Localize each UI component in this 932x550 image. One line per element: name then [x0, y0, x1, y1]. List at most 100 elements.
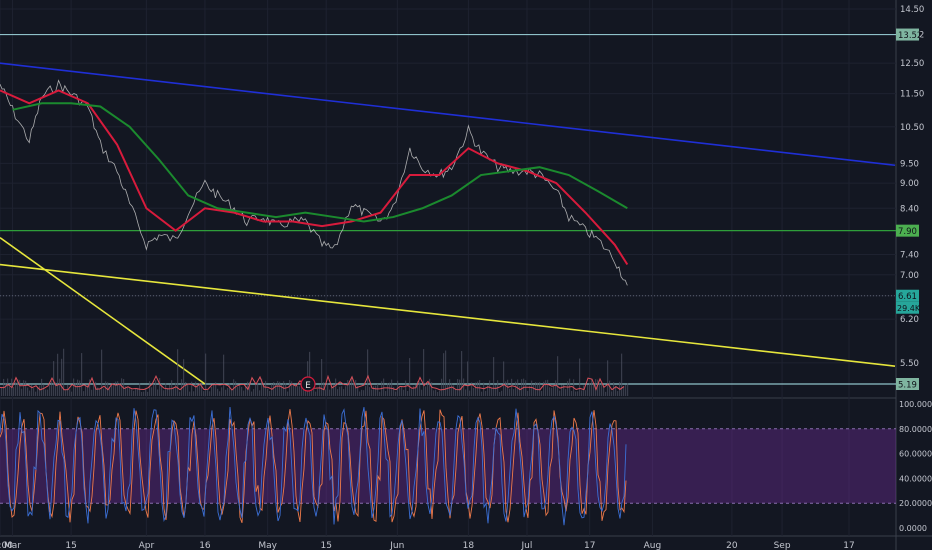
price-tick-label[interactable]: 5.50	[900, 359, 919, 369]
volume-bar	[45, 389, 47, 396]
price-badge-label[interactable]: 6.61	[898, 292, 917, 302]
time-tick-label[interactable]: 17	[584, 541, 595, 550]
volume-bar	[371, 389, 373, 396]
trendline[interactable]	[0, 263, 896, 367]
price-tick-label[interactable]: 14.50	[900, 5, 924, 15]
volume-bar	[7, 378, 9, 396]
volume-bar	[261, 378, 263, 396]
volume-bar	[5, 382, 7, 396]
volume-bar	[91, 389, 93, 396]
price-tick-label[interactable]: 11.50	[900, 90, 924, 100]
price-badge-label[interactable]: 7.90	[898, 227, 917, 237]
price-tick-label[interactable]: 9.50	[900, 159, 919, 169]
volume-bar	[155, 380, 157, 396]
volume-bar	[539, 382, 541, 396]
volume-bar	[481, 391, 483, 396]
volume-bar	[63, 348, 65, 396]
volume-bar	[515, 381, 517, 396]
volume-bar	[203, 391, 205, 396]
price-badge[interactable]	[896, 28, 919, 41]
volume-bar	[495, 384, 497, 396]
volume-bar	[277, 380, 279, 396]
volume-bar	[31, 384, 33, 396]
volume-bar	[553, 385, 555, 396]
volume-bar	[39, 385, 41, 396]
time-tick-label[interactable]: 15	[320, 541, 331, 550]
volume-bar	[225, 389, 227, 396]
volume-bar	[425, 386, 427, 396]
volume-bar	[341, 386, 343, 396]
trendline[interactable]	[0, 62, 896, 167]
volume-bar	[73, 378, 75, 396]
oscillator-tick-label[interactable]: 20.0000	[899, 499, 932, 508]
earnings-marker[interactable]: E	[300, 376, 316, 392]
volume-badge-label[interactable]: 29.4K	[897, 304, 921, 313]
price-tick-label[interactable]: 10.50	[900, 123, 924, 133]
oscillator-tick-label[interactable]: 40.0000	[899, 474, 932, 483]
price-tick-label[interactable]: 8.40	[900, 204, 919, 214]
volume-bar	[115, 381, 117, 396]
time-tick-label[interactable]: 18	[463, 541, 475, 550]
price-badge-label[interactable]: 5.19	[898, 381, 917, 391]
price-tick-label[interactable]: 12.50	[900, 59, 924, 69]
price-badge[interactable]	[896, 289, 919, 302]
price-axis[interactable]: 14.50 13.52 12.50 11.50 10.50 9.50 9.00 8.40 7.9…	[896, 5, 932, 533]
price-badge[interactable]	[896, 224, 919, 237]
trendlines[interactable]	[0, 62, 896, 385]
price-tick-label[interactable]: 9.00	[900, 179, 919, 189]
time-tick-label[interactable]: 17	[843, 541, 854, 550]
volume-bar	[625, 384, 627, 396]
time-tick-label[interactable]: 15	[65, 541, 76, 550]
oscillator-pane	[0, 406, 896, 526]
volume-bar	[585, 390, 587, 396]
volume-bar	[77, 379, 79, 396]
volume-bar	[103, 388, 105, 396]
trendline[interactable]	[0, 237, 206, 385]
volume-bar	[267, 388, 269, 396]
time-tick-label[interactable]: Mar	[4, 541, 21, 550]
volume-bar	[623, 386, 625, 396]
volume-bar	[85, 385, 87, 396]
time-tick-label[interactable]: 16	[199, 541, 211, 550]
price-badge-label[interactable]: 13.52	[898, 31, 922, 41]
volume-bar	[189, 391, 191, 396]
time-tick-label[interactable]: 20	[726, 541, 738, 550]
time-tick-label[interactable]: Aug	[644, 541, 662, 550]
volume-bar	[65, 389, 67, 396]
price-tick-label[interactable]: 6.20	[900, 315, 919, 325]
volume-bar	[493, 357, 495, 396]
volume-bar	[395, 391, 397, 396]
time-tick-label[interactable]: May	[258, 541, 277, 550]
volume-bar	[509, 388, 511, 396]
volume-bar	[343, 389, 345, 396]
price-badge[interactable]	[896, 378, 919, 390]
time-tick-label[interactable]: Jul	[521, 541, 533, 550]
price-tick-label[interactable]: 7.40	[900, 251, 919, 261]
time-tick-label[interactable]: Apr	[139, 541, 155, 550]
time-tick-label[interactable]: Jun	[389, 541, 404, 550]
time-tick-label[interactable]: Sep	[774, 541, 791, 550]
volume-bar	[339, 386, 341, 396]
volume-bar	[361, 389, 363, 396]
price-tick-label[interactable]: 7.00	[900, 271, 919, 281]
price-series	[0, 79, 629, 286]
volume-bar	[25, 380, 27, 396]
volume-bar	[127, 387, 129, 396]
fast-moving-average-line	[0, 89, 629, 266]
volume-bar	[89, 379, 91, 396]
oscillator-tick-label[interactable]: 80.0000	[899, 425, 932, 434]
volume-bar	[601, 383, 603, 396]
volume-bar	[599, 383, 601, 396]
volume-bar	[231, 389, 233, 396]
volume-bar	[235, 381, 237, 396]
volume-bar	[503, 361, 505, 396]
time-tick-label[interactable]: 18:00	[0, 541, 13, 550]
volume-bar	[357, 385, 359, 396]
oscillator-tick-label[interactable]: 60.0000	[899, 450, 932, 459]
oscillator-tick-label[interactable]: 0.0000	[899, 524, 927, 533]
earnings-marker-circle[interactable]	[300, 376, 316, 392]
oscillator-tick-label[interactable]: 100.0000	[899, 400, 932, 409]
volume-badge[interactable]	[896, 301, 919, 314]
